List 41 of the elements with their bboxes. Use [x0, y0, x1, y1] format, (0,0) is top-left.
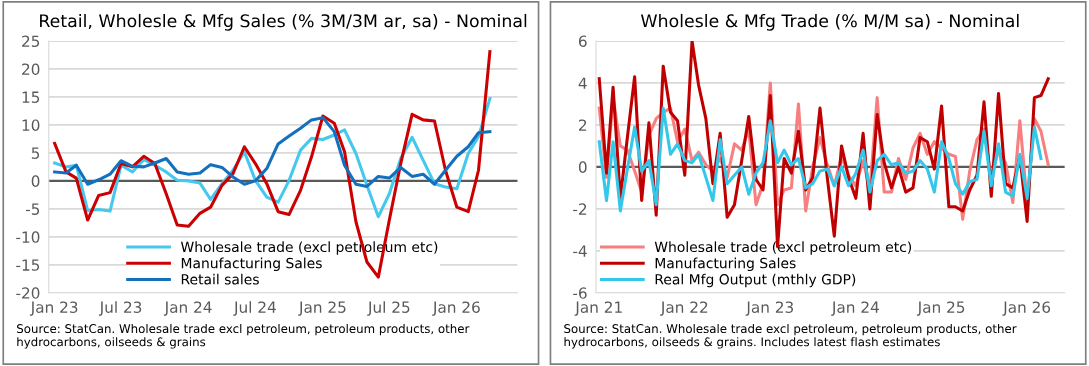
y-tick-label: 0	[578, 161, 587, 173]
x-tick-label: Jul 24	[233, 301, 276, 316]
source-note: Source: StatCan. Wholesale trade excl petroleum, petroleum products, other hydrocarbons, oilseeds & grains	[17, 323, 470, 349]
y-tick-label: 2	[579, 119, 587, 131]
x-tick-label: Jan 24	[831, 301, 879, 316]
x-tick-label: Jan 22	[660, 301, 708, 316]
legend-label: Real Mfg Output (mthly GDP)	[655, 273, 856, 288]
y-tick-label: -15	[16, 259, 40, 271]
y-tick-label: 25	[22, 35, 40, 48]
line-series	[53, 116, 492, 189]
x-tick-label: Jan 23	[745, 301, 794, 316]
y-tick-label: 5	[31, 147, 40, 159]
y-tick-label: 6	[578, 35, 587, 48]
y-tick-label: -6	[573, 287, 587, 299]
y-tick-label: -2	[573, 203, 587, 215]
legend-label: Wholesale trade (excl petroleum etc)	[654, 241, 912, 255]
chart-title: Retail, Wholesle & Mfg Sales (% 3M/3M ar, sa) - Nominal	[40, 13, 527, 31]
x-tick-label: Jul 23	[98, 301, 142, 316]
y-tick-label: 20	[22, 63, 40, 75]
legend-label: Retail sales	[181, 273, 259, 285]
y-tick-label: -20	[16, 287, 40, 299]
y-tick-label: -5	[25, 203, 40, 215]
y-tick-label: 10	[22, 119, 40, 131]
y-tick-label: -10	[16, 231, 40, 243]
y-tick-label: 15	[22, 91, 40, 103]
x-tick-label: Jan 26	[432, 301, 480, 316]
source-note: Source: StatCan. Wholesale trade excl petroleum, petroleum products, other hydrocarbons, oilseeds & grains. Includes latest flash estimates	[564, 323, 1017, 349]
x-tick-label: Jul 25	[367, 301, 410, 316]
x-tick-label: Jan 23	[29, 301, 78, 316]
legend-label: Manufacturing Sales	[655, 257, 796, 272]
y-tick-label: 4	[578, 77, 587, 89]
x-tick-label: Jan 24	[163, 301, 212, 316]
x-tick-label: Jan 21	[574, 301, 622, 316]
line-series	[597, 106, 1043, 213]
y-tick-label: -4	[573, 245, 587, 257]
chart-title: Wholesle & Mfg Trade (% M/M sa) - Nominal	[640, 13, 1019, 31]
x-tick-label: Jan 25	[916, 301, 965, 316]
x-tick-label: Jan 25	[298, 301, 346, 316]
y-tick-label: 0	[31, 175, 40, 187]
legend-label: Manufacturing Sales	[181, 257, 322, 272]
x-tick-label: Jan 26	[1002, 301, 1051, 316]
